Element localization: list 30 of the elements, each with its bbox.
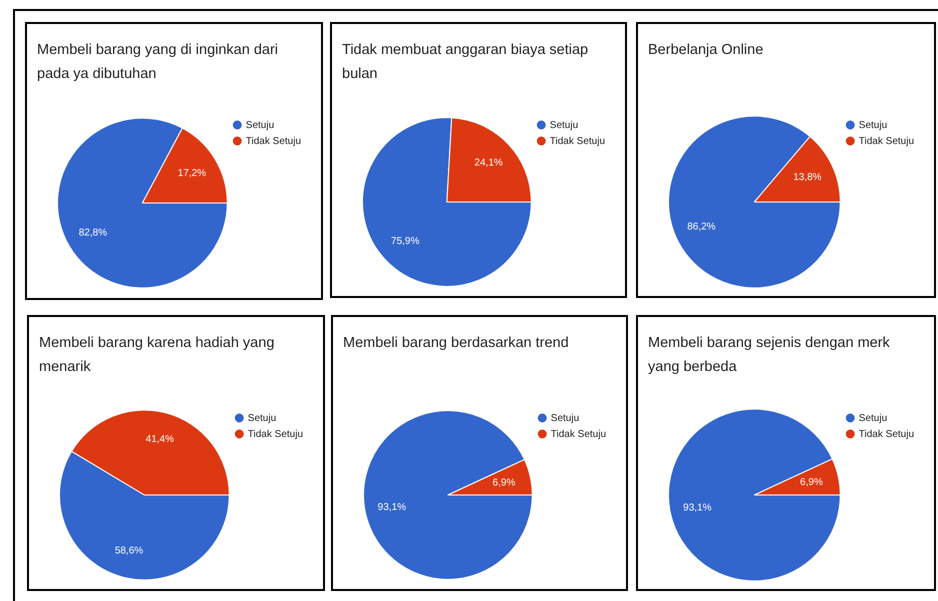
data-label: 75,9%: [391, 236, 420, 248]
chart-title: Membeli barang sejenis dengan merk yang berbeda: [648, 334, 891, 377]
data-label: 41,4%: [146, 434, 174, 446]
data-label: 93,1%: [683, 502, 712, 514]
legend-label: Setuju: [246, 120, 274, 131]
chart-title: Membeli barang karena hadiah yang menarik: [39, 334, 276, 377]
legend-label: Tidak Setuju: [858, 428, 914, 440]
legend-label: Setuju: [550, 412, 580, 424]
legend-label: Setuju: [858, 120, 888, 131]
legend-label: Setuju: [248, 412, 276, 424]
data-label: 24,1%: [474, 157, 503, 168]
legend-label: Tidak Setuju: [248, 428, 304, 440]
legend-label: Tidak Setuju: [550, 428, 606, 440]
chart-title: Tidak membuat anggaran biaya setiap bulan: [342, 41, 590, 84]
data-label: 58,6%: [114, 545, 144, 556]
chart-title: Berbelanja Online: [648, 41, 764, 60]
data-label: 6,9%: [800, 477, 823, 488]
data-label: 82,8%: [78, 227, 108, 238]
legend-label: Setuju: [550, 120, 578, 131]
chart-title: Membeli barang berdasarkan trend: [343, 334, 570, 353]
legend-label: Tidak Setuju: [858, 136, 914, 147]
legend-label: Tidak Setuju: [246, 136, 302, 147]
legend-label: Tidak Setuju: [550, 136, 606, 147]
legend-label: Setuju: [858, 412, 888, 424]
chart-title: Membeli barang yang di inginkan dari pada ya dibutuhan: [37, 41, 280, 84]
data-label: 86,2%: [687, 221, 716, 232]
data-label: 93,1%: [378, 502, 406, 514]
data-label: 17,2%: [178, 168, 206, 180]
data-label: 13,8%: [793, 172, 822, 184]
data-label: 6,9%: [492, 477, 516, 488]
